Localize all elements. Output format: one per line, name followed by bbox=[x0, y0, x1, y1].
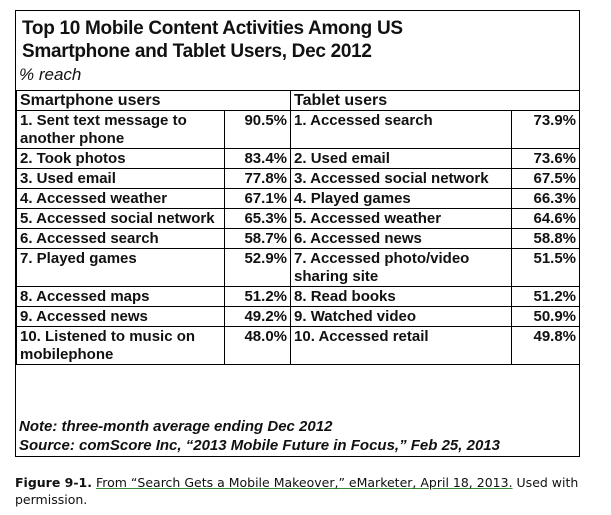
table-row: 10. Listened to music on mobilephone 48.0… bbox=[16, 326, 581, 365]
figure-panel: Top 10 Mobile Content Activities Among U… bbox=[15, 10, 581, 457]
tablet-reach-value: 49.8% bbox=[511, 326, 581, 365]
tablet-activity-label: 1. Accessed search bbox=[290, 110, 513, 149]
table-row: 8. Accessed maps 51.2% 8. Read books 51.2% bbox=[16, 286, 581, 307]
tablet-reach-value: 66.3% bbox=[511, 188, 581, 209]
tablet-reach-value: 67.5% bbox=[511, 168, 581, 189]
tablet-activity-label: 2. Used email bbox=[290, 148, 513, 169]
activities-table: Smartphone users Tablet users 1. Sent te… bbox=[15, 90, 581, 365]
tablet-reach-value: 51.5% bbox=[511, 248, 581, 287]
smartphone-reach-value: 65.3% bbox=[223, 208, 292, 229]
smartphone-reach-value: 48.0% bbox=[223, 326, 292, 365]
tablet-reach-value: 73.9% bbox=[511, 110, 581, 149]
smartphone-reach-value: 67.1% bbox=[223, 188, 292, 209]
table-row: 6. Accessed search 58.7% 6. Accessed news 5… bbox=[16, 228, 581, 249]
tablet-reach-value: 73.6% bbox=[511, 148, 581, 169]
tablet-reach-value: 58.8% bbox=[511, 228, 581, 249]
table-row: 9. Accessed news 49.2% 9. Watched video 50.… bbox=[16, 306, 581, 327]
tablet-reach-value: 51.2% bbox=[511, 286, 581, 307]
source-link[interactable]: From “Search Gets a Mobile Makeover,” eM… bbox=[95, 475, 513, 490]
header-smartphone-users: Smartphone users bbox=[15, 90, 292, 111]
table-header-row: Smartphone users Tablet users bbox=[15, 90, 581, 111]
smartphone-reach-value: 83.4% bbox=[223, 148, 292, 169]
smartphone-reach-value: 90.5% bbox=[223, 110, 292, 149]
smartphone-activity-label: 4. Accessed weather bbox=[16, 188, 225, 209]
tablet-activity-label: 8. Read books bbox=[290, 286, 513, 307]
smartphone-reach-value: 49.2% bbox=[223, 306, 292, 327]
figure-subtitle: % reach bbox=[19, 65, 82, 84]
smartphone-reach-value: 52.9% bbox=[223, 248, 292, 287]
table-row: 5. Accessed social network 65.3% 5. Access… bbox=[16, 208, 581, 229]
tablet-activity-label: 10. Accessed retail bbox=[290, 326, 513, 365]
smartphone-activity-label: 7. Played games bbox=[16, 248, 225, 287]
tablet-reach-value: 64.6% bbox=[511, 208, 581, 229]
table-row: 7. Played games 52.9% 7. Accessed photo/vi… bbox=[16, 248, 581, 287]
smartphone-activity-label: 5. Accessed social network bbox=[16, 208, 225, 229]
table-footnote: Note: three-month average ending Dec 201… bbox=[19, 417, 574, 455]
tablet-activity-label: 5. Accessed weather bbox=[290, 208, 513, 229]
tablet-reach-value: 50.9% bbox=[511, 306, 581, 327]
smartphone-activity-label: 10. Listened to music on mobilephone bbox=[16, 326, 225, 365]
table-row: 1. Sent text message to another phone 90.… bbox=[16, 110, 581, 149]
note-text: Note: three-month average ending Dec 201… bbox=[19, 418, 333, 435]
tablet-activity-label: 6. Accessed news bbox=[290, 228, 513, 249]
title-line-2: Smartphone and Tablet Users, Dec 2012 bbox=[22, 41, 372, 62]
source-text: Source: comScore Inc, “2013 Mobile Futur… bbox=[19, 437, 500, 454]
table-body: 1. Sent text message to another phone 90.… bbox=[16, 110, 581, 365]
smartphone-activity-label: 1. Sent text message to another phone bbox=[16, 110, 225, 149]
tablet-activity-label: 9. Watched video bbox=[290, 306, 513, 327]
table-row: 4. Accessed weather 67.1% 4. Played games 6… bbox=[16, 188, 581, 209]
header-tablet-users: Tablet users bbox=[290, 90, 581, 111]
title-line-1: Top 10 Mobile Content Activities Among U… bbox=[22, 18, 403, 39]
figure-caption: Figure 9-1. From “Search Gets a Mobile M… bbox=[15, 474, 605, 508]
smartphone-activity-label: 6. Accessed search bbox=[16, 228, 225, 249]
tablet-activity-label: 7. Accessed photo/video sharing site bbox=[290, 248, 513, 287]
smartphone-activity-label: 2. Took photos bbox=[16, 148, 225, 169]
permission-text: Used with permission. bbox=[15, 475, 579, 507]
smartphone-reach-value: 77.8% bbox=[223, 168, 292, 189]
table-row: 3. Used email 77.8% 3. Accessed social net… bbox=[16, 168, 581, 189]
tablet-activity-label: 4. Played games bbox=[290, 188, 513, 209]
smartphone-reach-value: 58.7% bbox=[223, 228, 292, 249]
tablet-activity-label: 3. Accessed social network bbox=[290, 168, 513, 189]
smartphone-activity-label: 3. Used email bbox=[16, 168, 225, 189]
figure-label: Figure 9-1. bbox=[15, 475, 92, 490]
smartphone-activity-label: 9. Accessed news bbox=[16, 306, 225, 327]
smartphone-activity-label: 8. Accessed maps bbox=[16, 286, 225, 307]
figure-title: Top 10 Mobile Content Activities Among U… bbox=[22, 17, 572, 63]
table-row: 2. Took photos 83.4% 2. Used email 73.6% bbox=[16, 148, 581, 169]
smartphone-reach-value: 51.2% bbox=[223, 286, 292, 307]
